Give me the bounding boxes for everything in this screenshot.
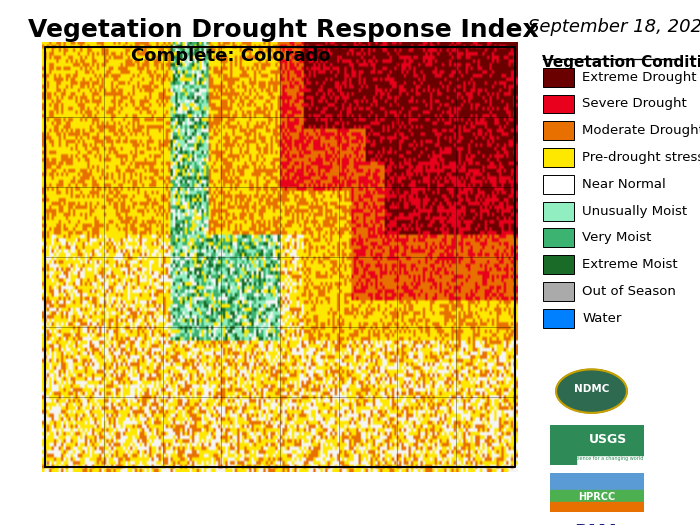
Text: Very Moist: Very Moist (582, 232, 652, 244)
Text: September 18, 2022: September 18, 2022 (528, 18, 700, 36)
Polygon shape (550, 502, 644, 512)
Text: Complete: Colorado: Complete: Colorado (132, 47, 330, 65)
Text: NDMC: NDMC (574, 384, 609, 394)
Text: science for a changing world: science for a changing world (573, 456, 643, 461)
Text: Moderate Drought: Moderate Drought (582, 124, 700, 137)
Polygon shape (556, 370, 627, 413)
Text: HPRCC: HPRCC (578, 492, 615, 502)
Text: Water: Water (582, 312, 622, 324)
Polygon shape (550, 425, 576, 465)
Text: Near Normal: Near Normal (582, 178, 666, 191)
Text: Vegetation Drought Response Index: Vegetation Drought Response Index (28, 18, 538, 43)
Text: Out of Season: Out of Season (582, 285, 676, 298)
Text: Extreme Drought: Extreme Drought (582, 71, 697, 83)
Text: Severe Drought: Severe Drought (582, 98, 687, 110)
Text: Unusually Moist: Unusually Moist (582, 205, 687, 217)
Polygon shape (576, 425, 644, 455)
Polygon shape (550, 472, 644, 490)
Text: Extreme Moist: Extreme Moist (582, 258, 678, 271)
Text: Pre-drought stress: Pre-drought stress (582, 151, 700, 164)
Text: USGS: USGS (589, 433, 627, 446)
Text: Vegetation Condition: Vegetation Condition (542, 55, 700, 70)
Text: RMA: RMA (574, 523, 620, 525)
Polygon shape (550, 490, 644, 502)
